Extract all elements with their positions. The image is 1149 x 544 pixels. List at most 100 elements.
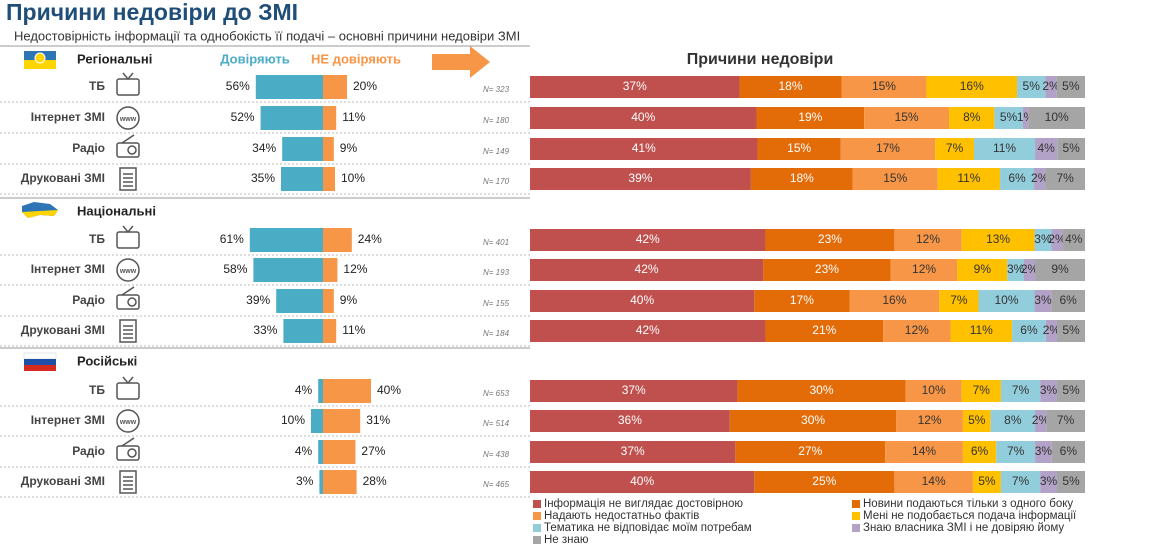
reason-segment — [530, 259, 764, 281]
reason-label: 5% — [1062, 141, 1080, 155]
reason-segment — [935, 138, 974, 160]
subtitle: Недостовірність інформації та однобокіст… — [14, 28, 520, 43]
legend-swatch — [852, 524, 860, 532]
reason-label: 3% — [1034, 293, 1052, 307]
reason-label: 15% — [883, 171, 907, 185]
reason-label: 7% — [950, 293, 968, 307]
reason-label: 8% — [963, 110, 981, 124]
reason-segment — [1051, 441, 1085, 463]
trust-bar — [249, 228, 323, 252]
reason-segment — [1017, 76, 1046, 98]
reason-label: 25% — [812, 474, 836, 488]
sample-size: N= 170 — [483, 177, 510, 186]
icon-shape — [116, 258, 140, 282]
distrust-label: 20% — [353, 79, 377, 93]
trust-bar — [283, 319, 323, 343]
reason-label: 5% — [1062, 323, 1080, 337]
reason-label: 40% — [631, 110, 655, 124]
reason-label: 21% — [812, 323, 836, 337]
trust-label: 33% — [253, 323, 277, 337]
reason-segment — [996, 441, 1036, 463]
legend-label: Новини подаються тільки з одного боку — [863, 498, 1073, 510]
reason-segment — [530, 441, 736, 463]
icon-shape — [127, 297, 137, 307]
legend-label: Інформація не виглядає достовірною — [544, 498, 743, 510]
reason-segment — [1000, 168, 1035, 190]
trust-bar — [319, 470, 323, 494]
reason-segment — [765, 320, 884, 342]
reason-segment — [737, 380, 906, 402]
reason-segment — [961, 380, 1001, 402]
reason-label: 2% — [1031, 171, 1049, 185]
reason-segment — [894, 471, 973, 493]
trust-bar — [318, 440, 323, 464]
row-label: ТБ — [89, 232, 105, 246]
reason-label: 40% — [630, 474, 654, 488]
distrust-bar — [323, 470, 357, 494]
icon-shape — [116, 445, 140, 461]
reason-segment — [962, 410, 991, 432]
icon-shape — [116, 78, 140, 96]
row-label: Інтернет ЗМІ — [31, 262, 105, 276]
icon-shape — [116, 142, 140, 158]
row-label: Друковані ЗМІ — [21, 474, 105, 488]
reason-segment — [864, 107, 950, 129]
icon-shape — [116, 409, 140, 433]
media-icon — [116, 134, 140, 158]
distrust-label: 12% — [343, 262, 367, 276]
legend-label: Не знаю — [544, 534, 589, 544]
reason-segment — [1023, 259, 1036, 281]
trust-label: 4% — [295, 444, 313, 458]
reason-label: 30% — [801, 413, 825, 427]
reason-label: 37% — [623, 79, 647, 93]
reason-segment — [1022, 107, 1029, 129]
icon-shape: www — [119, 116, 137, 123]
legend-label: Мені не подобається подача інформації — [863, 510, 1077, 522]
trust-bar — [255, 75, 323, 99]
reason-label: 6% — [1008, 171, 1026, 185]
icon-shape — [122, 225, 134, 234]
reason-label: 15% — [895, 110, 919, 124]
reason-segment — [1035, 259, 1085, 281]
reason-segment — [735, 441, 886, 463]
reason-segment — [530, 320, 766, 342]
reason-segment — [1034, 168, 1046, 190]
reason-segment — [530, 471, 755, 493]
sample-size: N= 180 — [483, 116, 510, 125]
reason-label: 10% — [1045, 110, 1069, 124]
reason-label: 10% — [994, 293, 1018, 307]
reason-segment — [978, 290, 1035, 312]
reason-label: 40% — [630, 293, 654, 307]
reason-label: 7% — [1012, 383, 1030, 397]
reason-segment — [905, 380, 962, 402]
reason-segment — [957, 259, 1008, 281]
reason-segment — [750, 168, 853, 190]
reason-label: 17% — [790, 293, 814, 307]
reason-segment — [1062, 229, 1085, 251]
distrust-bar — [323, 75, 347, 99]
reason-segment — [1040, 380, 1057, 402]
distrust-bar — [323, 228, 352, 252]
reason-segment — [852, 168, 938, 190]
reason-segment — [994, 107, 1023, 129]
reason-label: 7% — [1057, 413, 1075, 427]
flag — [23, 352, 57, 360]
reason-segment — [530, 229, 766, 251]
media-icon — [119, 319, 137, 343]
reason-label: 7% — [973, 383, 991, 397]
reason-label: 23% — [818, 232, 842, 246]
reason-label: 12% — [905, 323, 929, 337]
flag — [24, 359, 56, 365]
reason-label: 5% — [1062, 79, 1080, 93]
reason-segment — [1051, 290, 1085, 312]
reason-label: 5% — [1062, 383, 1080, 397]
distrust-label: 9% — [340, 293, 358, 307]
media-icon — [116, 437, 140, 461]
icon-shape — [121, 437, 135, 447]
reason-segment — [896, 410, 963, 432]
reason-label: 3% — [1040, 383, 1058, 397]
icon-shape — [119, 167, 137, 191]
trust-bar — [253, 258, 323, 282]
reason-segment — [757, 138, 841, 160]
